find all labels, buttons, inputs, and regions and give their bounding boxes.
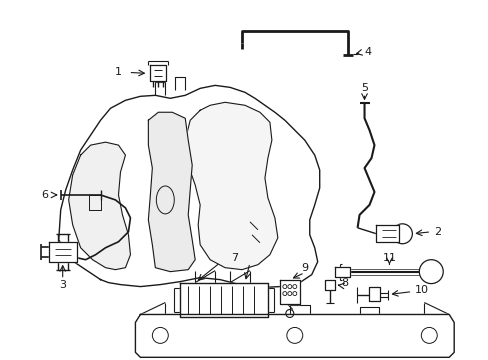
Polygon shape — [376, 225, 399, 242]
Polygon shape — [148, 112, 195, 272]
Text: 4: 4 — [364, 48, 371, 58]
Polygon shape — [59, 85, 319, 288]
Text: 7: 7 — [231, 253, 238, 263]
Polygon shape — [185, 102, 277, 270]
Polygon shape — [334, 267, 349, 276]
Text: 1: 1 — [115, 67, 122, 77]
Text: 6: 6 — [41, 190, 48, 200]
Text: 3: 3 — [59, 280, 66, 289]
Text: 9: 9 — [301, 263, 308, 273]
Polygon shape — [68, 142, 130, 270]
Polygon shape — [279, 280, 299, 303]
Polygon shape — [135, 315, 453, 357]
Polygon shape — [180, 283, 267, 318]
Polygon shape — [49, 242, 77, 262]
Text: 8: 8 — [340, 278, 347, 288]
Text: 2: 2 — [433, 227, 441, 237]
Polygon shape — [150, 66, 166, 81]
Text: 10: 10 — [413, 284, 427, 294]
Text: 11: 11 — [382, 253, 396, 263]
Text: 5: 5 — [360, 84, 367, 93]
